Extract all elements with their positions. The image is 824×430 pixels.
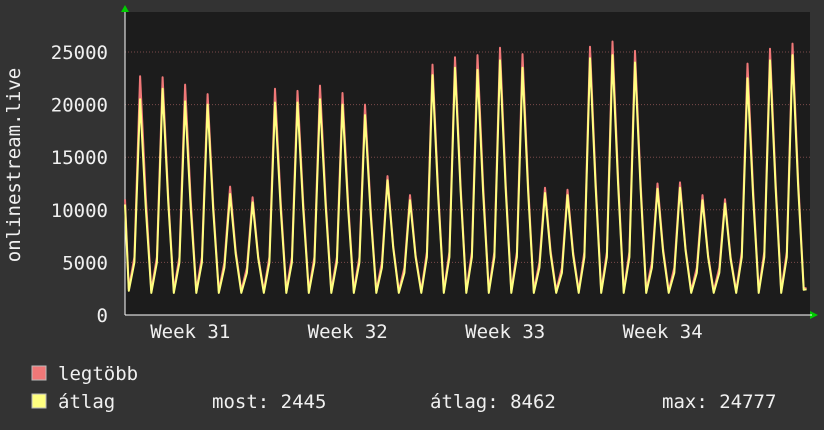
legend-label: legtöbb	[58, 363, 138, 385]
y-tick-label: 0	[97, 305, 108, 327]
legend-label: átlag	[58, 391, 115, 413]
axis-arrow	[810, 311, 818, 319]
legend-swatch	[31, 365, 47, 381]
stat: átlag: 8462	[430, 391, 556, 413]
x-tick-label: Week 33	[465, 321, 545, 343]
x-tick-label: Week 32	[308, 321, 388, 343]
axis-arrow	[121, 5, 129, 12]
plot-area	[125, 12, 810, 315]
x-tick-label: Week 34	[623, 321, 703, 343]
y-tick-label: 5000	[62, 252, 108, 274]
y-tick-label: 25000	[51, 42, 108, 64]
stat: most: 2445	[212, 391, 326, 413]
y-axis-label: onlinestream.live	[3, 68, 25, 262]
series-line	[124, 54, 807, 294]
stat: max: 24777	[662, 391, 776, 413]
y-tick-label: 10000	[51, 200, 108, 222]
x-tick-label: Week 31	[150, 321, 230, 343]
y-tick-label: 15000	[51, 147, 108, 169]
legend-swatch	[31, 393, 47, 409]
y-tick-label: 20000	[51, 95, 108, 117]
